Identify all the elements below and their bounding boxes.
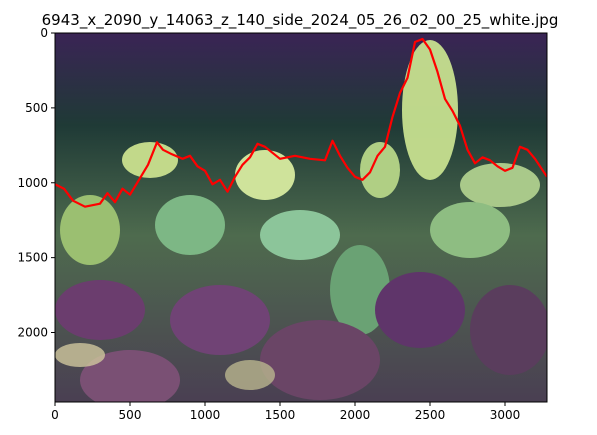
axes-frame <box>54 32 548 403</box>
x-tick-label: 1500 <box>265 408 296 422</box>
x-tick-label: 0 <box>51 408 59 422</box>
y-tick-label: 500 <box>25 101 48 115</box>
leaf-purple <box>375 272 465 348</box>
leaf-green <box>155 195 225 255</box>
leaf-bright <box>360 142 400 198</box>
y-tick-label: 2000 <box>17 326 48 340</box>
figure-title: 6943_x_2090_y_14063_z_140_side_2024_05_2… <box>42 11 559 30</box>
leaf-purple <box>55 280 145 340</box>
photo <box>55 33 547 402</box>
leaf-pale <box>55 343 105 367</box>
leaf-green <box>430 202 510 258</box>
leaf-pale <box>225 360 275 390</box>
x-tick-label: 500 <box>119 408 142 422</box>
leaf-bright <box>235 150 295 200</box>
x-axis: 0 500 1000 1500 2000 2500 3000 <box>51 402 520 422</box>
leaf-bright <box>402 40 458 180</box>
y-tick-label: 1000 <box>17 176 48 190</box>
y-tick-label: 0 <box>40 26 48 40</box>
y-axis: 0 500 1000 1500 2000 <box>17 26 55 340</box>
x-tick-label: 1000 <box>190 408 221 422</box>
y-tick-label: 1500 <box>17 251 48 265</box>
leaf-purple <box>170 285 270 355</box>
leaf-green <box>330 245 390 335</box>
leaf-purple <box>260 320 380 400</box>
leaf-bright <box>460 163 540 207</box>
canopy-outline <box>55 37 547 208</box>
x-tick-label: 3000 <box>490 408 521 422</box>
leaf-green <box>60 195 120 265</box>
leaf-purple <box>80 350 180 402</box>
x-tick-label: 2500 <box>415 408 446 422</box>
x-tick-label: 2000 <box>340 408 371 422</box>
leaf-green <box>260 210 340 260</box>
leaf-purple <box>470 285 547 375</box>
